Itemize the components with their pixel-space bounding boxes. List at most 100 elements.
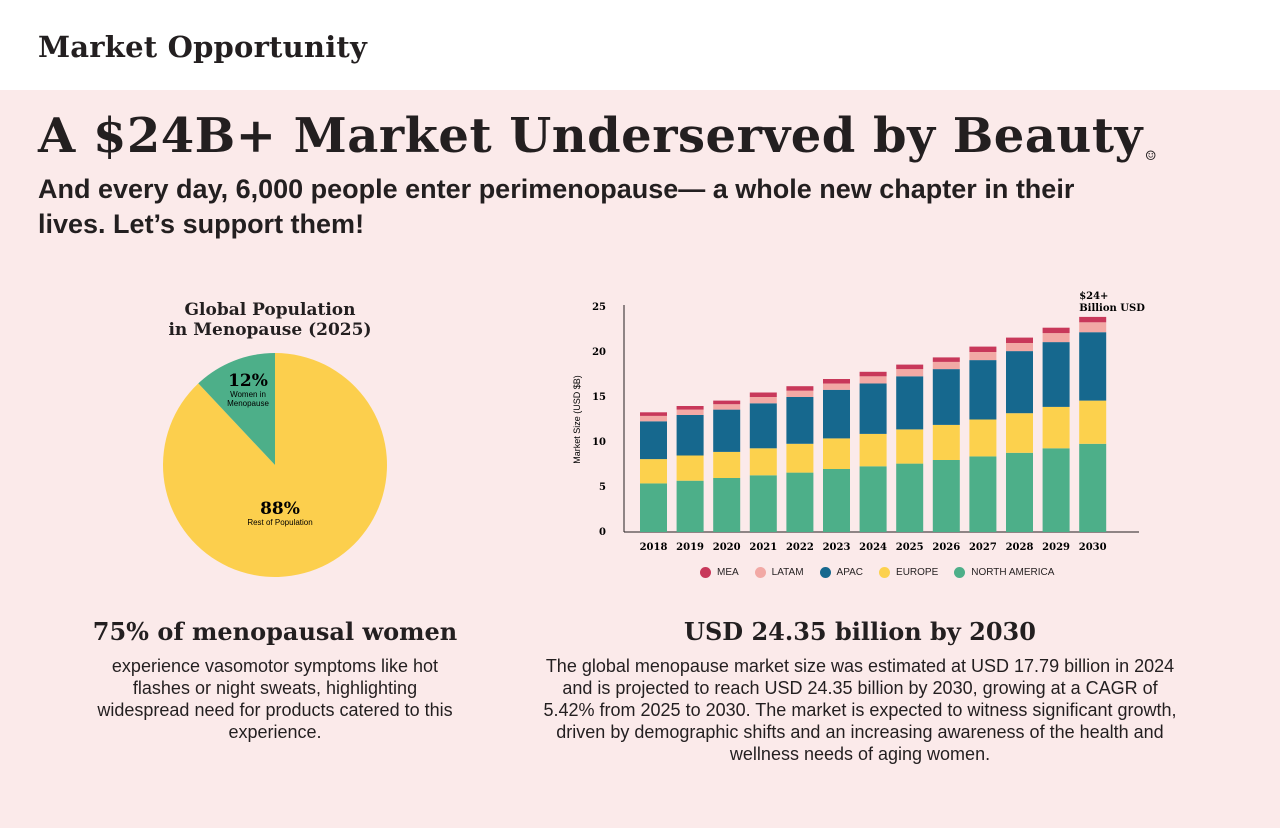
- stat-right-body: The global menopause market size was est…: [543, 656, 1177, 764]
- stat-right-title: USD 24.35 billion by 2030: [684, 617, 1036, 646]
- bar-latam-2027: [969, 352, 997, 361]
- bar-europe-2025: [896, 429, 924, 464]
- bar-mea-2018: [640, 412, 667, 416]
- bar-north_america-2022: [786, 472, 814, 532]
- legend-swatch-north-america: [954, 567, 966, 578]
- x-tick-label-2021: 2021: [749, 542, 777, 553]
- x-tick-label-2028: 2028: [1006, 542, 1034, 553]
- bar-europe-2023: [823, 438, 850, 469]
- chart-legend: MEA LATAM APAC EUROPE NORTH AMERICA: [700, 567, 1054, 578]
- pie-label-major-value: 88%: [260, 499, 300, 519]
- legend-swatch-mea: [700, 567, 711, 578]
- x-tick-label-2026: 2026: [932, 542, 960, 553]
- bar-europe-2022: [786, 443, 814, 473]
- bar-latam-2025: [896, 369, 924, 377]
- bar-annotation-line2: Billion USD: [1079, 303, 1145, 314]
- bar-apac-2029: [1042, 342, 1070, 407]
- bar-north_america-2018: [640, 483, 667, 532]
- bar-europe-2021: [749, 448, 777, 476]
- y-tick-label-15: 15: [592, 392, 606, 403]
- y-tick-label-0: 0: [599, 527, 606, 538]
- bar-europe-2018: [640, 459, 667, 484]
- bar-apac-2028: [1006, 351, 1033, 414]
- x-tick-label-2024: 2024: [859, 542, 887, 553]
- y-tick-label-5: 5: [599, 482, 606, 493]
- bar-mea-2024: [859, 371, 887, 377]
- legend-swatch-latam: [754, 567, 766, 578]
- bar-latam-2020: [713, 404, 741, 410]
- bar-apac-2022: [786, 397, 814, 444]
- x-tick-label-2018: 2018: [640, 542, 668, 553]
- bar-apac-2025: [896, 376, 924, 430]
- legend-label-mea: MEA: [717, 567, 739, 578]
- bar-north_america-2026: [932, 460, 960, 532]
- legend-item-apac: APAC: [819, 567, 864, 578]
- y-axis-label: Market Size (USD $B): [572, 375, 582, 464]
- bar-mea-2021: [749, 392, 777, 397]
- bar-annotation-line1: $24+: [1079, 291, 1108, 302]
- pie-chart: 12% Women in Menopause 88% Rest of Popul…: [162, 353, 387, 577]
- legend-label-apac: APAC: [836, 567, 864, 578]
- bar-mea-2025: [896, 364, 924, 370]
- bar-latam-2019: [676, 409, 704, 415]
- section-title: Market Opportunity: [38, 30, 368, 64]
- bar-mea-2019: [676, 406, 704, 410]
- bar-europe-2020: [713, 451, 741, 478]
- bar-mea-2027: [969, 346, 997, 352]
- legend-label-latam: LATAM: [771, 567, 804, 578]
- pie-label-minor-line1: Women in: [230, 390, 266, 399]
- bar-latam-2029: [1042, 333, 1070, 343]
- pie-title-line-1: Global Population: [184, 300, 356, 320]
- bar-mea-2029: [1042, 327, 1070, 334]
- x-tick-label-2020: 2020: [713, 542, 741, 553]
- x-tick-label-2029: 2029: [1042, 542, 1070, 553]
- bar-north_america-2030: [1079, 443, 1107, 532]
- bar-europe-2030: [1079, 400, 1107, 444]
- bar-latam-2028: [1006, 343, 1033, 352]
- x-tick-label-2030: 2030: [1079, 542, 1107, 553]
- y-tick-label-20: 20: [592, 347, 606, 358]
- headline-text: A $24B+ Market Underserved by Beauty: [38, 108, 1143, 164]
- x-tick-label-2019: 2019: [676, 542, 704, 553]
- bar-apac-2020: [713, 409, 741, 452]
- legend-item-north-america: NORTH AMERICA: [954, 567, 1054, 578]
- stat-left-title: 75% of menopausal women: [92, 617, 458, 646]
- pie-title-line-2: in Menopause (2025): [168, 320, 372, 340]
- legend-swatch-apac: [819, 567, 831, 578]
- bar-europe-2019: [676, 455, 704, 481]
- pie-label-major-name: Rest of Population: [247, 518, 312, 527]
- bar-apac-2027: [969, 360, 997, 420]
- pie-label-minor-value: 12%: [228, 371, 268, 391]
- legend-label-north-america: NORTH AMERICA: [971, 567, 1055, 578]
- bar-latam-2018: [640, 415, 667, 422]
- pie-slice-rest-of-population: [162, 353, 387, 577]
- bar-apac-2018: [640, 421, 667, 460]
- bar-mea-2026: [932, 357, 960, 362]
- bar-latam-2024: [859, 376, 887, 384]
- legend-item-europe: EUROPE: [879, 567, 938, 578]
- legend-item-latam: LATAM: [754, 567, 804, 578]
- bar-north_america-2024: [859, 466, 887, 532]
- bar-latam-2022: [786, 390, 814, 397]
- bar-north_america-2027: [969, 456, 997, 532]
- pie-chart-title: Global Population in Menopause (2025): [150, 300, 390, 340]
- bar-mea-2030: [1079, 316, 1107, 323]
- bar-latam-2030: [1079, 322, 1107, 333]
- bar-north_america-2019: [676, 480, 704, 532]
- legend-swatch-europe: [879, 567, 891, 578]
- bar-north_america-2021: [749, 475, 777, 532]
- x-tick-label-2023: 2023: [823, 542, 851, 553]
- pie-slice-women-in-menopause: [198, 353, 275, 465]
- bar-europe-2026: [932, 424, 960, 460]
- bar-europe-2024: [859, 433, 887, 467]
- bar-latam-2026: [932, 361, 960, 370]
- bar-apac-2023: [823, 389, 850, 439]
- x-tick-label-2022: 2022: [786, 542, 814, 553]
- bar-mea-2028: [1006, 337, 1033, 343]
- bar-apac-2021: [749, 403, 777, 449]
- smiley-icon: ☺: [1144, 149, 1158, 164]
- bar-mea-2020: [713, 400, 741, 405]
- y-tick-label-25: 25: [592, 302, 606, 313]
- bar-north_america-2028: [1006, 452, 1033, 532]
